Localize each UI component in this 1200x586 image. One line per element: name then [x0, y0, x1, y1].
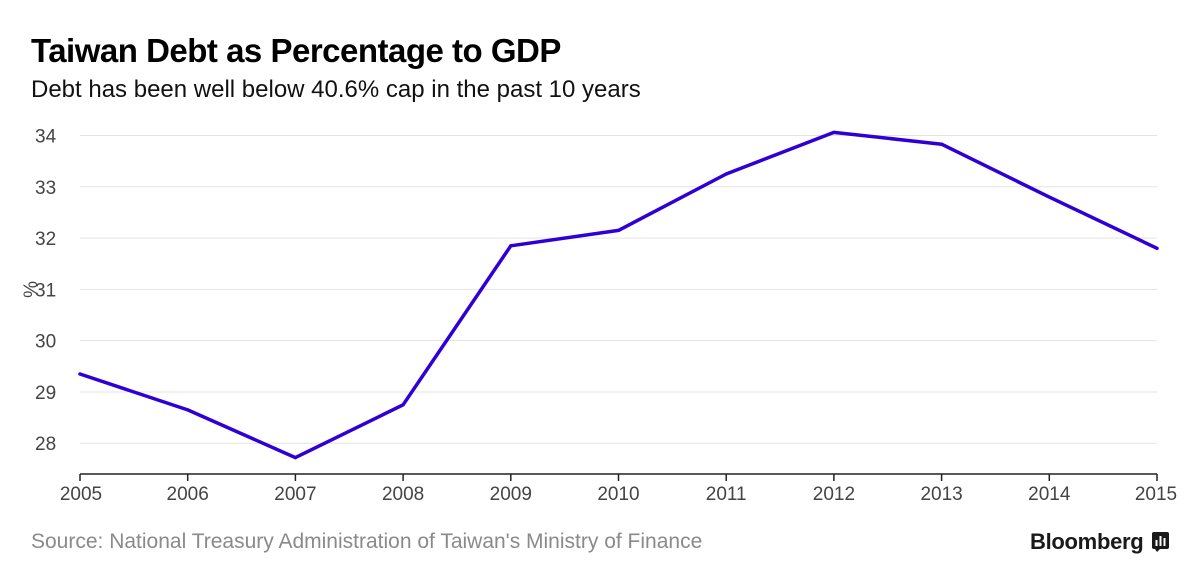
y-tick-30: 30	[35, 332, 56, 353]
gridlines	[80, 135, 1157, 444]
x-tick-2006: 2006	[167, 484, 209, 505]
x-tick-2013: 2013	[920, 484, 962, 505]
x-tick-labels: 2005 2006 2007 2008 2009 2010 2011 2012 2013 2014…	[60, 474, 1177, 505]
data-point-2014	[1047, 195, 1051, 199]
x-tick-2005: 2005	[60, 484, 102, 505]
data-point-2013	[940, 142, 944, 146]
y-tick-29: 29	[35, 383, 56, 404]
y-tick-33: 33	[35, 178, 56, 199]
y-tick-32: 32	[35, 229, 56, 250]
y-tick-34: 34	[35, 127, 57, 148]
x-tick-2010: 2010	[597, 484, 639, 505]
chart-title: Taiwan Debt as Percentage to GDP	[31, 32, 561, 69]
data-point-2009	[509, 244, 513, 248]
y-tick-28: 28	[35, 434, 56, 455]
x-tick-2014: 2014	[1028, 484, 1071, 505]
data-point-2010	[616, 228, 621, 232]
data-point-2011	[724, 172, 728, 176]
brand-logo-text: Bloomberg	[1030, 529, 1144, 554]
x-tick-2009: 2009	[490, 484, 532, 505]
series-line-0	[78, 130, 1159, 460]
bloomberg-terminal-icon	[1152, 532, 1169, 552]
y-axis-label: %	[21, 281, 42, 298]
x-tick-2007: 2007	[274, 484, 316, 505]
chart-subtitle: Debt has been well below 40.6% cap in th…	[31, 76, 641, 103]
data-point-2007	[293, 455, 297, 460]
data-point-2008	[401, 403, 405, 407]
y-tick-labels: 28 29 30 31 32 33 34	[35, 127, 57, 456]
data-point-2015	[1155, 246, 1159, 250]
x-tick-2012: 2012	[813, 484, 855, 505]
x-tick-2008: 2008	[382, 484, 424, 505]
data-point-2005	[78, 372, 82, 376]
x-tick-2011: 2011	[706, 484, 747, 505]
x-tick-2015: 2015	[1135, 484, 1177, 505]
data-point-2006	[186, 408, 190, 412]
data-point-2012	[832, 130, 836, 135]
y-tick-31: 31	[35, 280, 56, 301]
source-note: Source: National Treasury Administration…	[31, 530, 703, 553]
series-group	[78, 130, 1159, 460]
